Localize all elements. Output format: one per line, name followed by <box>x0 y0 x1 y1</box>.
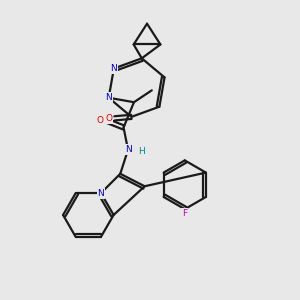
Text: O: O <box>97 116 104 125</box>
Text: N: N <box>98 189 104 198</box>
Text: O: O <box>105 114 112 123</box>
Text: N: N <box>98 189 104 198</box>
Text: H: H <box>138 147 145 156</box>
Text: F: F <box>182 209 187 218</box>
Text: N: N <box>105 93 112 102</box>
Text: N: N <box>110 64 117 73</box>
Text: N: N <box>124 145 131 154</box>
